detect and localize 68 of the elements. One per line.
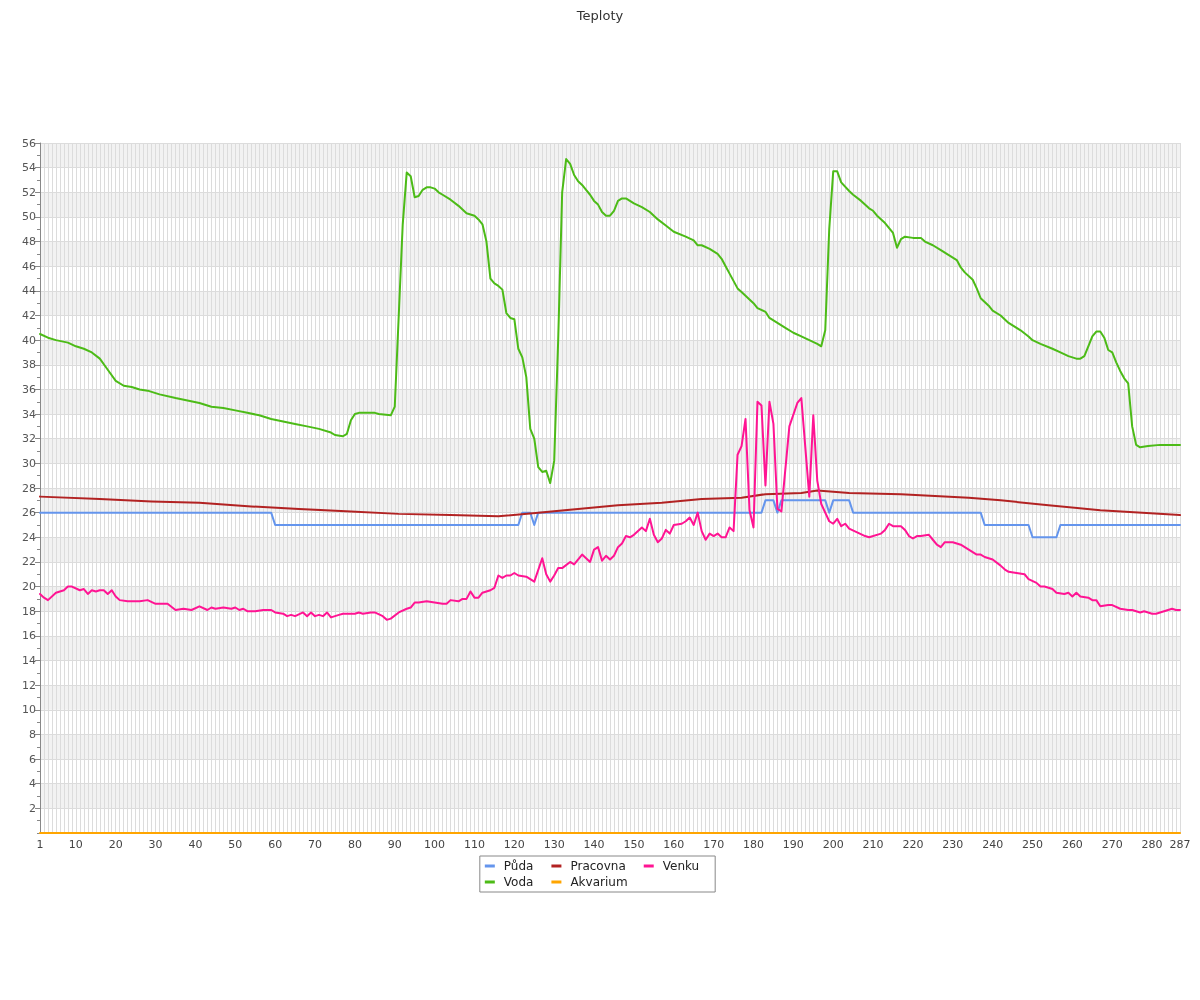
- x-tick-label: 287: [1169, 838, 1191, 851]
- legend-label: Akvarium: [570, 875, 628, 889]
- chart-title: Teploty: [575, 8, 624, 23]
- y-tick-label: 22: [22, 555, 36, 569]
- x-tick-label: 270: [1101, 838, 1123, 851]
- y-tick-label: 34: [22, 407, 36, 421]
- y-tick-label: 38: [22, 358, 36, 372]
- y-tick-label: 42: [22, 309, 36, 322]
- y-tick-label: 44: [22, 284, 36, 298]
- line-series: [39, 489, 1181, 518]
- y-tick-label: 24: [22, 530, 36, 544]
- x-tick-label: 280: [1141, 838, 1163, 851]
- y-tick-label: 36: [22, 382, 36, 396]
- x-tick-label: 180: [743, 838, 764, 851]
- x-tick-label: 120: [503, 838, 525, 851]
- x-tick-label: 220: [902, 838, 924, 851]
- y-tick-label: 46: [22, 259, 36, 273]
- x-tick-label: 60: [268, 838, 283, 851]
- legend-label: Půda: [503, 859, 534, 873]
- y-tick-label: 52: [22, 185, 36, 199]
- x-tick-label: 80: [347, 838, 362, 851]
- y-tick-label: 26: [22, 506, 36, 520]
- y-tick-label: 2: [29, 801, 36, 815]
- x-tick-label: 230: [942, 838, 964, 851]
- legend-label: Voda: [503, 875, 534, 889]
- legend-label: Pracovna: [570, 859, 626, 873]
- x-tick-label: 40: [188, 838, 203, 851]
- line-series: [39, 158, 1181, 485]
- x-tick-label: 260: [1061, 838, 1083, 851]
- x-tick-label: 90: [387, 838, 402, 851]
- x-tick-label: 10: [68, 838, 83, 851]
- y-tick-label: 12: [22, 678, 36, 692]
- x-tick-label: 1: [36, 838, 44, 851]
- y-tick-label: 18: [22, 604, 36, 618]
- y-tick-label: 10: [22, 703, 36, 717]
- x-tick-label: 140: [583, 838, 605, 851]
- x-tick-label: 70: [308, 838, 323, 851]
- y-tick-label: 14: [22, 654, 36, 667]
- y-tick-label: 20: [22, 580, 36, 594]
- y-tick-label: 28: [22, 481, 36, 495]
- x-tick-label: 190: [782, 838, 804, 851]
- y-tick-label: 54: [22, 161, 36, 175]
- y-tick-label: 6: [29, 752, 36, 766]
- y-tick-label: 16: [22, 629, 36, 643]
- x-tick-label: 210: [862, 838, 884, 851]
- x-tick-label: 50: [228, 838, 243, 851]
- line-series: [39, 397, 1181, 621]
- y-tick-label: 8: [29, 727, 36, 741]
- y-tick-label: 50: [22, 210, 36, 224]
- line-series: [39, 499, 1181, 539]
- x-tick-label: 30: [148, 838, 163, 851]
- x-tick-label: 170: [703, 838, 725, 851]
- y-tick-label: 30: [22, 456, 36, 470]
- legend-label: Venku: [662, 859, 700, 873]
- x-tick-label: 110: [463, 838, 485, 851]
- x-tick-label: 200: [822, 838, 844, 851]
- x-tick-label: 20: [108, 838, 123, 851]
- y-tick-label: 40: [22, 333, 36, 347]
- y-tick-label: 48: [22, 235, 36, 249]
- x-tick-label: 150: [623, 838, 645, 851]
- x-tick-label: 240: [982, 838, 1004, 851]
- x-tick-label: 250: [1022, 838, 1044, 851]
- y-tick-label: 56: [22, 136, 36, 150]
- x-tick-label: 100: [424, 838, 446, 851]
- x-tick-label: 130: [543, 838, 565, 851]
- y-tick-label: 4: [29, 777, 36, 791]
- x-tick-label: 160: [663, 838, 685, 851]
- y-tick-label: 32: [22, 432, 36, 446]
